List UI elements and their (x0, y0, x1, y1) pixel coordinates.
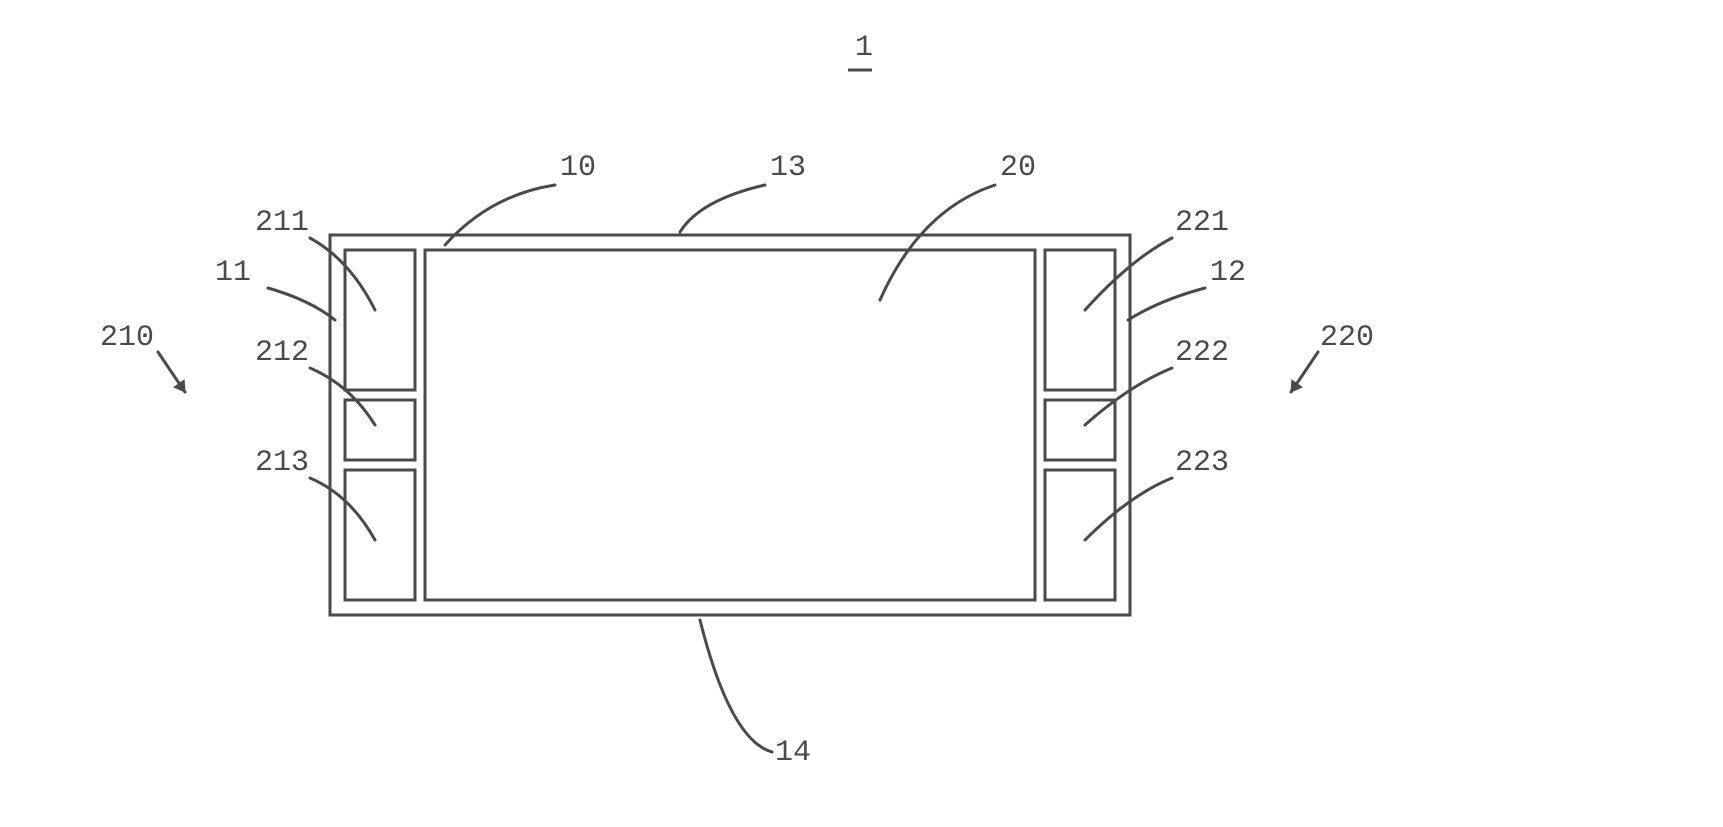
label-20: 20 (1000, 151, 1036, 185)
label-14: 14 (775, 736, 811, 770)
label-11: 11 (215, 256, 251, 290)
label-10: 10 (560, 151, 596, 185)
label-223: 223 (1175, 446, 1229, 480)
label-13: 13 (770, 151, 806, 185)
label-221: 221 (1175, 206, 1229, 240)
diagram-canvas: 1 10 13 20 21111 210 212 213 221 12 220 222 223 14 (0, 0, 1723, 827)
label-222: 222 (1175, 336, 1229, 370)
label-220: 220 (1320, 321, 1374, 355)
label-213: 213 (255, 446, 309, 480)
label-210: 210 (100, 321, 154, 355)
label-212: 212 (255, 336, 309, 370)
label-211: 211 (255, 206, 309, 240)
label-12: 12 (1210, 256, 1246, 290)
label-1: 1 (855, 31, 873, 65)
